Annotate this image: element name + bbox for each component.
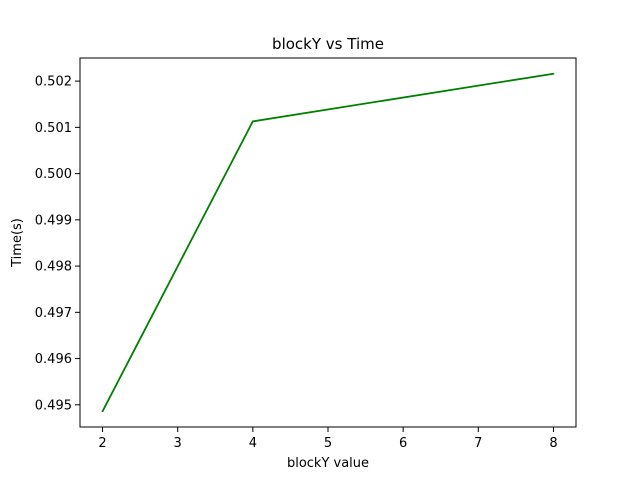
x-tick-label: 7 [474, 436, 482, 451]
x-tick-label: 4 [249, 436, 257, 451]
data-point-2 [552, 72, 555, 75]
x-axis-ticks: 2 3 4 5 6 7 8 [98, 427, 558, 451]
y-tick-label: 0.495 [35, 398, 72, 413]
x-tick-label: 2 [98, 436, 106, 451]
y-tick-label: 0.501 [35, 121, 72, 136]
data-point-0 [101, 410, 104, 413]
series-points [101, 72, 555, 413]
y-tick-label: 0.499 [35, 213, 72, 228]
y-tick-label: 0.502 [35, 75, 72, 90]
y-tick-label: 0.496 [35, 352, 72, 367]
x-axis-title: blockY value [287, 456, 369, 471]
y-axis-title: Time(s) [10, 218, 25, 268]
x-tick-label: 6 [399, 436, 407, 451]
x-tick-label: 3 [174, 436, 182, 451]
y-axis-ticks: 0.495 0.496 0.497 0.498 0.499 0.500 0.501 0.502 [35, 75, 80, 413]
plot-frame [79, 57, 577, 428]
chart-title: blockY vs Time [272, 35, 384, 53]
y-tick-label: 0.500 [35, 167, 72, 182]
y-tick-label: 0.497 [35, 306, 72, 321]
y-tick-label: 0.498 [35, 260, 72, 275]
data-point-1 [251, 120, 254, 123]
x-tick-label: 8 [549, 436, 557, 451]
x-tick-label: 5 [324, 436, 332, 451]
